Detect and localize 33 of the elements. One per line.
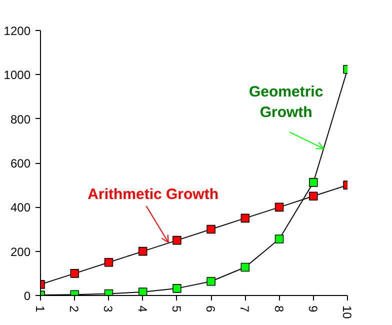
y-tick-label: 1200 — [4, 24, 31, 38]
y-tick-label: 0 — [24, 289, 31, 303]
point — [70, 269, 80, 278]
x-tick-label: 10 — [340, 306, 354, 320]
point — [240, 214, 250, 223]
x-tick-label: 9 — [306, 306, 320, 312]
point — [138, 288, 148, 296]
point — [104, 258, 114, 267]
x-tick-label: 8 — [272, 306, 286, 312]
y-tick-label: 400 — [10, 200, 31, 215]
x-tick-label: 5 — [169, 306, 184, 312]
y-tick-label: 200 — [10, 244, 31, 259]
y-tick-label: 600 — [10, 156, 31, 170]
y-tick-label: 1000 — [4, 68, 31, 82]
point — [206, 224, 216, 234]
x-tick-label: 6 — [204, 306, 218, 312]
point — [138, 246, 148, 256]
y-tick-label: 800 — [10, 112, 31, 126]
point — [274, 202, 284, 212]
annotation: Geometric Growth — [249, 84, 324, 122]
x-tick-label: 1 — [33, 306, 47, 312]
annotation: Arithmetic Growth — [88, 186, 218, 203]
point — [206, 276, 216, 286]
point — [172, 236, 182, 245]
x-tick-label: 7 — [238, 306, 252, 312]
point — [240, 262, 250, 272]
point — [308, 192, 318, 201]
point — [172, 284, 182, 293]
x-tick-label: 4 — [135, 306, 150, 312]
x-tick-label: 2 — [67, 306, 82, 312]
x-tick-label: 3 — [101, 306, 116, 312]
point — [308, 178, 318, 187]
point — [274, 234, 284, 244]
